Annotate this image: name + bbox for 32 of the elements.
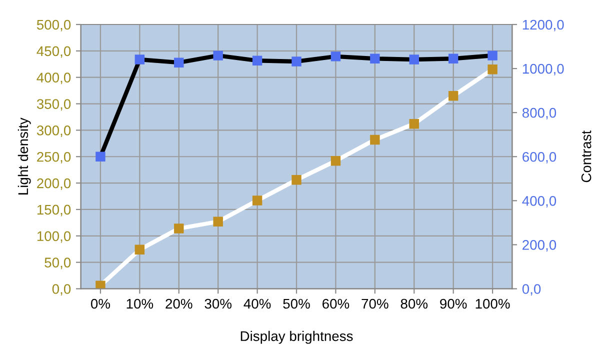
y-tick-label: 350,0 — [36, 99, 71, 111]
x-axis-title: Display brightness — [240, 330, 353, 344]
y2-tick-label: 1200,0 — [522, 20, 564, 32]
y2-tick-label: 1000,0 — [522, 64, 564, 76]
y-tick-label: 150,0 — [37, 204, 71, 216]
y2-tick-label: 800,0 — [522, 108, 556, 120]
x-tick-label: 30% — [204, 298, 232, 309]
y-tick-label: 300,0 — [36, 126, 71, 138]
y2-axis-title: Contrast — [581, 130, 592, 182]
y2-tick-label: 200,0 — [522, 240, 556, 252]
y2-tick-label: 0,0 — [522, 284, 541, 296]
x-tick-label: 70% — [362, 298, 388, 309]
x-tick-label: 40% — [244, 298, 271, 309]
y-tick-label: 500,0 — [36, 20, 71, 32]
x-tick-label: 80% — [400, 298, 428, 309]
y-axis-title: Light density — [18, 118, 31, 194]
y2-tick-label: 400,0 — [522, 196, 556, 208]
y2-tick-label: 600,0 — [522, 152, 556, 164]
y-tick-label: 400,0 — [36, 72, 71, 84]
y-tick-label: 0,0 — [52, 284, 71, 296]
x-tick-label: 0% — [90, 298, 110, 309]
x-tick-label: 20% — [166, 298, 192, 309]
x-tick-label: 100% — [476, 298, 510, 309]
x-tick-label: 60% — [322, 298, 350, 309]
y-tick-label: 450,0 — [36, 46, 71, 58]
y-tick-label: 200,0 — [37, 178, 71, 190]
y-tick-label: 250,0 — [37, 152, 71, 164]
x-tick-label: 10% — [126, 298, 154, 309]
x-tick-label: 50% — [283, 298, 310, 309]
x-tick-label: 90% — [440, 298, 467, 309]
y-tick-label: 100,0 — [37, 231, 71, 243]
y-tick-label: 50,0 — [44, 258, 71, 270]
